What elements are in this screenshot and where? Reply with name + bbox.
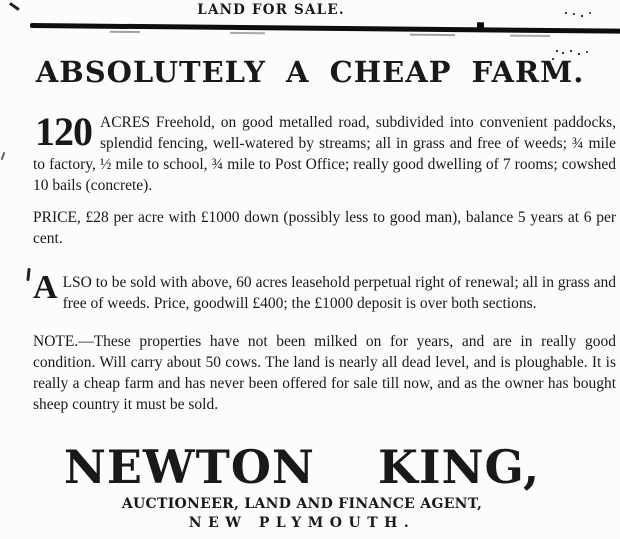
- advert-body: 120 ACRES Freehold, on good metalled road…: [33, 112, 616, 415]
- paragraph-acres-text: ACRES Freehold, on good metalled road, s…: [33, 114, 616, 194]
- signature-block: NEWTON KING, AUCTIONEER, LAND AND FINANC…: [0, 443, 612, 531]
- auctioneer-role: AUCTIONEER, LAND AND FINANCE AGENT,: [121, 496, 483, 512]
- paragraph-price: PRICE, £28 per acre with £1000 down (pos…: [33, 209, 616, 247]
- scan-artifact: [565, 12, 567, 14]
- scan-artifact: [26, 267, 31, 282]
- paragraph-acres: 120 ACRES Freehold, on good metalled road…: [33, 112, 616, 196]
- paragraph-also: A LSO to be sold with above, 60 acres lea…: [33, 269, 616, 314]
- section-header: LAND FOR SALE.: [197, 2, 345, 18]
- auctioneer-city: NEW PLYMOUTH.: [188, 515, 416, 531]
- paragraph-note: NOTE.—These properties have not been mil…: [33, 333, 616, 413]
- scan-artifact: [0, 151, 6, 161]
- divider-rule: [29, 23, 620, 34]
- auctioneer-name: NEWTON KING,: [63, 440, 541, 494]
- dropcap-acreage: 120: [35, 109, 93, 154]
- advert-headline: ABSOLUTELY A CHEAP FARM.: [35, 55, 585, 89]
- paragraph-also-text: LSO to be sold with above, 60 acres leas…: [62, 274, 616, 312]
- dropcap-also: A: [33, 269, 58, 306]
- scan-artifact: [556, 50, 558, 52]
